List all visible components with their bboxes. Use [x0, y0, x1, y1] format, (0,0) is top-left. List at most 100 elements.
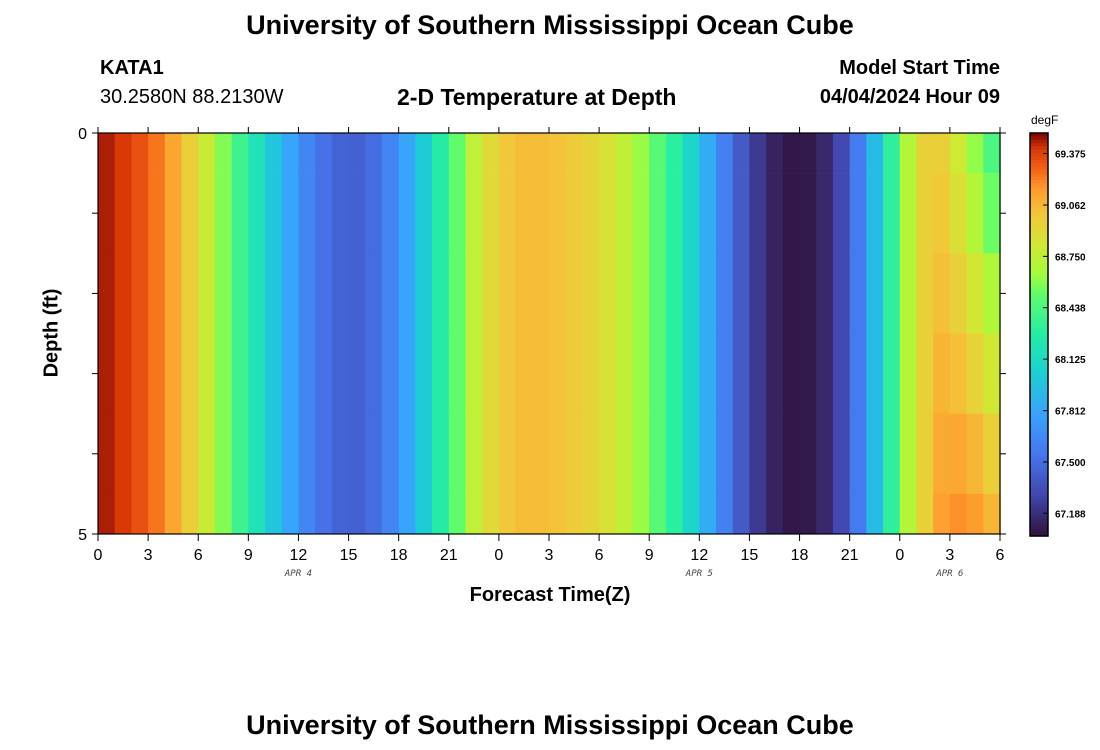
y-axis-label: Depth (ft)	[40, 288, 63, 378]
colorbar-segment	[1030, 499, 1048, 504]
heatmap-cell	[315, 493, 333, 535]
colorbar-segment	[1030, 371, 1048, 376]
heatmap-cell	[281, 413, 300, 495]
heatmap-cell	[181, 253, 199, 334]
colorbar-segment	[1030, 532, 1048, 537]
heatmap-cell	[482, 413, 500, 495]
colorbar-segment	[1030, 307, 1048, 312]
heatmap-cell	[214, 413, 233, 495]
heatmap-cell	[599, 333, 617, 414]
heatmap-cell	[749, 253, 767, 334]
heatmap-cell	[665, 493, 684, 535]
heatmap-cell	[532, 493, 550, 535]
heatmap-cell	[565, 133, 583, 174]
heatmap-cell	[365, 253, 383, 334]
heatmap-cell	[114, 253, 132, 334]
heatmap-cell	[381, 253, 400, 334]
heatmap-cell	[916, 333, 934, 414]
x-tick-label: 12	[290, 547, 308, 564]
heatmap-cell	[565, 413, 583, 495]
heatmap-cell	[331, 493, 350, 535]
heatmap-cell	[899, 413, 918, 495]
colorbar: 69.375 69.062 68.750 68.438 68.125 67.812 67.5…	[1029, 132, 1086, 537]
heatmap-cell	[315, 253, 333, 334]
heatmap-cell	[465, 173, 483, 254]
heatmap-cell	[198, 493, 216, 535]
heatmap-cell	[348, 253, 366, 334]
heatmap-cell	[448, 333, 467, 414]
model-start-label: Model Start Time	[839, 57, 1000, 79]
heatmap-cell	[766, 253, 784, 334]
heatmap-cell	[799, 133, 817, 174]
colorbar-segment	[1030, 478, 1048, 483]
heatmap-cell	[949, 493, 968, 535]
heatmap-cell	[381, 333, 400, 414]
colorbar-tick-label: 67.812	[1055, 407, 1086, 418]
x-axis-label: Forecast Time(Z)	[469, 584, 631, 606]
heatmap-cell	[231, 173, 249, 254]
colorbar-segment	[1030, 452, 1048, 456]
colorbar-segment	[1030, 270, 1048, 275]
heatmap-cell	[398, 253, 416, 334]
heatmap-cell	[615, 173, 634, 254]
heatmap-cell	[298, 493, 316, 535]
heatmap-cell	[649, 413, 667, 495]
x-tick-label: 9	[645, 547, 654, 564]
heatmap-cell	[131, 333, 149, 414]
heatmap-cell	[98, 413, 116, 495]
colorbar-segment	[1030, 304, 1048, 309]
heatmap-cell	[98, 493, 116, 535]
heatmap-cell	[699, 493, 717, 535]
heatmap-cell	[849, 253, 867, 334]
heatmap-cell	[665, 333, 684, 414]
heatmap-cell	[265, 253, 283, 334]
colorbar-tick-label: 67.188	[1055, 509, 1086, 520]
heatmap-cell	[816, 133, 834, 174]
heatmap-cell	[949, 133, 968, 174]
heatmap-cell	[432, 133, 450, 174]
heatmap-cell	[448, 253, 467, 334]
colorbar-segment	[1030, 438, 1048, 443]
heatmap-cell	[398, 133, 416, 174]
date-label: APR 5	[685, 569, 713, 579]
heatmap-cell	[649, 493, 667, 535]
heatmap-cell	[231, 413, 249, 495]
heatmap-cell	[782, 333, 801, 414]
heatmap-cell	[98, 333, 116, 414]
colorbar-segment	[1030, 223, 1048, 228]
colorbar-segment	[1030, 250, 1048, 255]
heatmap-cell	[599, 413, 617, 495]
heatmap-cell	[665, 133, 684, 174]
heatmap-cell	[248, 173, 266, 254]
heatmap-cell	[298, 413, 316, 495]
heatmap-cell	[365, 493, 383, 535]
heatmap-cell	[849, 173, 867, 254]
colorbar-segment	[1030, 230, 1048, 235]
heatmap-cell	[599, 133, 617, 174]
heatmap-cell	[782, 253, 801, 334]
heatmap-cell	[281, 173, 300, 254]
heatmap-cell	[732, 413, 751, 495]
heatmap-cell	[832, 253, 851, 334]
colorbar-segment	[1030, 462, 1048, 467]
heatmap-cell	[348, 333, 366, 414]
heatmap-cell	[632, 333, 650, 414]
heatmap-cell	[498, 493, 517, 535]
colorbar-segment	[1030, 173, 1048, 178]
heatmap-cell	[766, 493, 784, 535]
heatmap-cell	[482, 493, 500, 535]
heatmap-cell	[782, 173, 801, 254]
heatmap-cell	[565, 173, 583, 254]
y-axis-ticks: 05	[78, 126, 1006, 544]
x-tick-label: 18	[390, 547, 408, 564]
heatmap-cell	[983, 253, 1001, 334]
heatmap-cell	[849, 133, 867, 174]
heatmap-cell	[866, 413, 884, 495]
x-tick-label: 0	[895, 547, 904, 564]
heatmap-cell	[732, 333, 751, 414]
colorbar-segment	[1030, 515, 1048, 520]
heatmap-cell	[515, 173, 533, 254]
heatmap-cell	[281, 133, 300, 174]
heatmap-cell	[983, 493, 1001, 535]
heatmap-cell	[381, 493, 400, 535]
